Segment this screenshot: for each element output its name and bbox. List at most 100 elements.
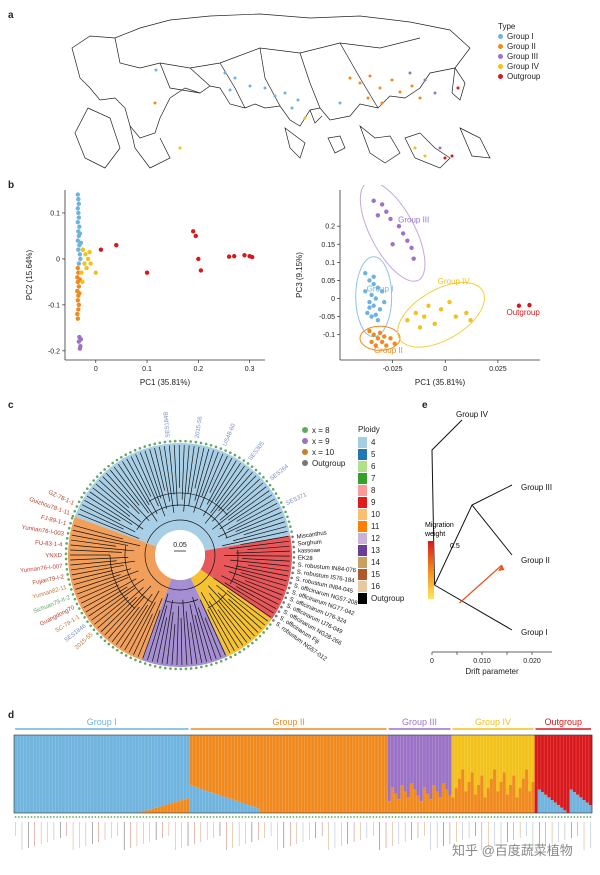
x-tick-label: 0.025 bbox=[489, 366, 507, 373]
tip-marker bbox=[78, 607, 81, 610]
admixture-bar bbox=[176, 801, 181, 813]
tip-marker bbox=[286, 591, 289, 595]
tip-marker bbox=[262, 475, 265, 479]
data-point bbox=[88, 261, 93, 266]
admixture-bar bbox=[409, 735, 414, 784]
data-point bbox=[377, 330, 383, 336]
tip-marker bbox=[215, 661, 218, 665]
map-legend-item: Group I bbox=[498, 32, 540, 42]
sample-marker bbox=[212, 816, 215, 818]
data-point bbox=[75, 311, 80, 317]
admixture-bar bbox=[65, 735, 69, 813]
data-point bbox=[77, 252, 83, 257]
sample-marker bbox=[158, 816, 161, 818]
sample-marker bbox=[27, 816, 30, 818]
admixture-bar bbox=[461, 735, 465, 770]
y-tick-label: 0.2 bbox=[325, 224, 335, 231]
panel-label-d: d bbox=[8, 710, 15, 721]
admixture-bar bbox=[518, 735, 523, 789]
sample-marker bbox=[512, 816, 515, 818]
sample-marker bbox=[88, 816, 90, 818]
tree-branch bbox=[72, 529, 141, 547]
admixture-bar bbox=[202, 790, 206, 813]
admixture-bar bbox=[29, 735, 34, 813]
tree-branch bbox=[185, 611, 193, 665]
admixture-bar bbox=[141, 735, 146, 812]
treemix-graph: Group IV Group III Group II Group I Migratio… bbox=[424, 410, 552, 676]
tree-branch bbox=[142, 610, 161, 659]
admixture-bar bbox=[429, 735, 433, 800]
tip-marker bbox=[238, 650, 242, 654]
admixture-bar bbox=[250, 735, 254, 807]
map-legend-items: Group I Group II Group III Group IV Outgroup bbox=[498, 32, 540, 82]
admixture-bar bbox=[572, 792, 577, 813]
data-point bbox=[76, 261, 82, 266]
sample-marker bbox=[14, 816, 17, 818]
legend-label: Outgroup bbox=[371, 593, 405, 603]
tree-branch bbox=[206, 457, 233, 505]
x-tick-label: 0.2 bbox=[193, 366, 203, 373]
sample-marker bbox=[40, 816, 43, 818]
tip-marker bbox=[292, 545, 296, 549]
tree-branch bbox=[229, 540, 290, 550]
map-panel bbox=[71, 13, 491, 169]
legend-dot-icon bbox=[498, 64, 503, 69]
sample-marker bbox=[148, 816, 151, 818]
tree-center bbox=[155, 530, 205, 580]
sample-marker bbox=[113, 816, 116, 818]
sample-marker bbox=[164, 816, 167, 818]
ploidy-swatch bbox=[358, 460, 367, 472]
ploidy-swatch bbox=[358, 520, 367, 532]
tip-marker bbox=[65, 537, 69, 540]
admixture-bar bbox=[576, 794, 580, 813]
tip-marker bbox=[68, 583, 72, 586]
tree-branch bbox=[75, 574, 121, 590]
tip-marker bbox=[65, 562, 68, 566]
admixture-bar bbox=[496, 735, 500, 792]
tree-arc bbox=[144, 519, 216, 591]
tree-branch bbox=[166, 612, 174, 665]
admixture-bar bbox=[534, 735, 539, 813]
admixture-bar bbox=[167, 804, 171, 813]
tip-marker bbox=[282, 505, 285, 509]
cluster-annotation: Group III bbox=[398, 216, 429, 225]
sample-marker bbox=[343, 816, 346, 818]
tip-marker bbox=[115, 458, 119, 462]
admixture-bar bbox=[524, 735, 529, 770]
group-label: Group II bbox=[272, 717, 305, 727]
tree-branch bbox=[218, 600, 251, 640]
tip-marker bbox=[291, 540, 295, 544]
admixture-bar bbox=[45, 735, 50, 813]
data-point bbox=[373, 312, 378, 317]
tree-arc bbox=[124, 545, 153, 603]
tree-branch bbox=[187, 445, 195, 494]
sample-marker bbox=[110, 816, 113, 818]
tip-label: US48-60 bbox=[222, 422, 237, 447]
admixture-bar bbox=[435, 735, 440, 792]
admixture-bar bbox=[186, 735, 190, 799]
admixture-bar bbox=[336, 735, 341, 813]
tip-marker bbox=[73, 509, 77, 513]
tree-branch bbox=[82, 504, 136, 533]
ploidy-item: 10 bbox=[358, 508, 404, 520]
admixture-bar bbox=[224, 735, 229, 798]
tip-marker bbox=[282, 601, 285, 604]
admixture-bar bbox=[560, 807, 564, 813]
data-point bbox=[369, 292, 374, 298]
tree-branch bbox=[222, 531, 288, 547]
data-point bbox=[371, 281, 376, 287]
tree-branch bbox=[94, 596, 129, 625]
sample-marker bbox=[215, 816, 218, 818]
tree-branch bbox=[122, 461, 150, 506]
tip-label: Miscanthus bbox=[296, 530, 327, 540]
data-point bbox=[365, 310, 370, 316]
tree-branch bbox=[235, 565, 289, 577]
sample-marker bbox=[116, 816, 119, 818]
admixture-bar bbox=[378, 735, 382, 813]
tree-branch bbox=[208, 593, 248, 643]
admixture-bar bbox=[97, 735, 101, 813]
tree-branch bbox=[106, 473, 150, 522]
sample-marker bbox=[436, 816, 439, 818]
tree-branch bbox=[226, 478, 260, 511]
data-point bbox=[527, 302, 532, 308]
